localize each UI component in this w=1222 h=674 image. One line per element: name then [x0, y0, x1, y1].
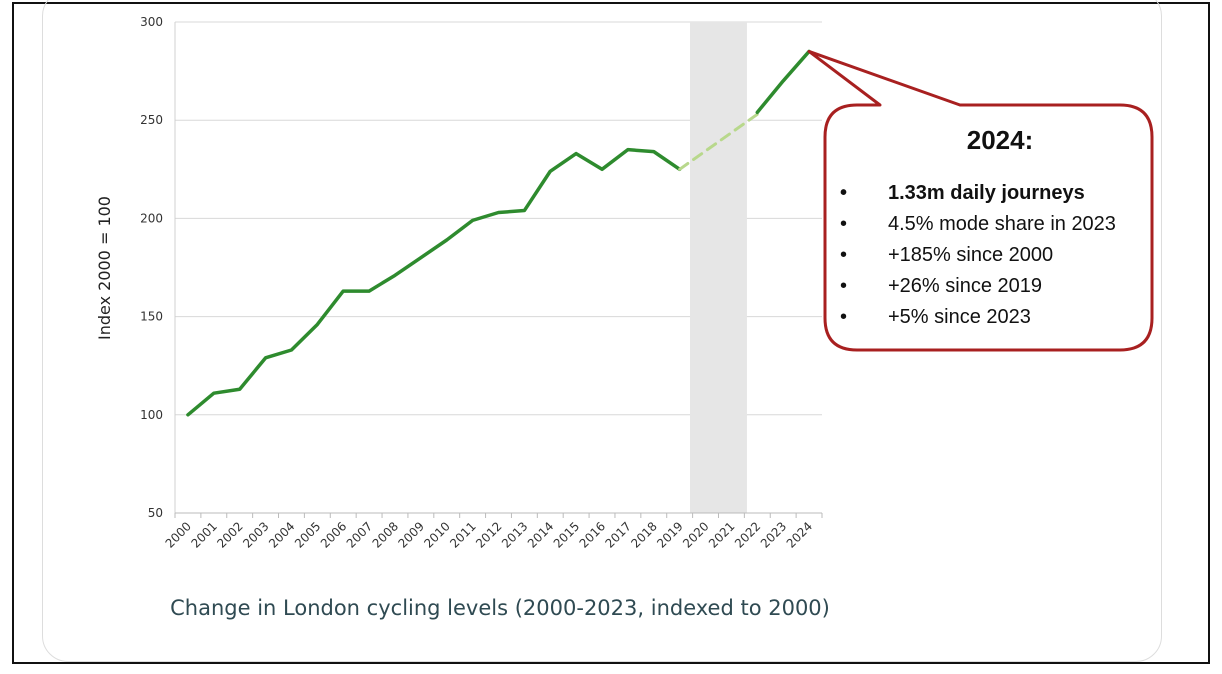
- callout-title: 2024:: [966, 125, 1034, 155]
- x-tick-label: 2019: [654, 519, 685, 550]
- x-tick-label: 2003: [240, 519, 271, 550]
- series-line-dashed: [678, 112, 759, 171]
- shaded-band: [690, 22, 747, 513]
- x-tick-label: 2012: [473, 519, 504, 550]
- callout-text: 2024: 1.33m daily journeys 4.5% mode sha…: [830, 125, 1150, 333]
- x-tick-label: 2021: [706, 519, 737, 550]
- x-tick-label: 2007: [344, 519, 375, 550]
- image-frame: [12, 2, 1210, 664]
- x-tick-label: 2015: [551, 519, 582, 550]
- x-tick-label: 2009: [395, 519, 426, 550]
- y-tick-label: 300: [140, 15, 163, 29]
- x-tick-label: 2010: [421, 519, 452, 550]
- series-line: [186, 147, 682, 417]
- callout-item: 1.33m daily journeys: [830, 178, 1150, 209]
- x-tick-label: 2001: [188, 519, 219, 550]
- x-tick-label: 2004: [266, 519, 297, 550]
- y-tick-label: 150: [140, 310, 163, 324]
- callout-list: 1.33m daily journeys 4.5% mode share in …: [830, 178, 1150, 333]
- x-tick-label: 2020: [680, 519, 711, 550]
- callout-item: 4.5% mode share in 2023: [830, 209, 1150, 240]
- x-tick-label: 2022: [732, 519, 763, 550]
- y-axis-label: Index 2000 = 100: [95, 196, 114, 340]
- x-tick-label: 2024: [784, 519, 815, 550]
- x-tick-label: 2005: [292, 519, 323, 550]
- series-lines: [186, 49, 811, 417]
- x-tick-label: 2018: [628, 519, 659, 550]
- x-tick-label: 2013: [499, 519, 530, 550]
- x-tick-label: 2000: [163, 519, 194, 550]
- callout-item: +185% since 2000: [830, 240, 1150, 271]
- x-tick-label: 2008: [370, 519, 401, 550]
- x-tick-label: 2006: [318, 519, 349, 550]
- series-line: [755, 49, 811, 115]
- callout-item: +26% since 2019: [830, 271, 1150, 302]
- y-tick-label: 250: [140, 113, 163, 127]
- x-tick-label: 2017: [603, 519, 634, 550]
- x-tick-label: 2023: [758, 519, 789, 550]
- shaded-period: [690, 22, 747, 513]
- x-tick-label: 2016: [577, 519, 608, 550]
- callout-item: +5% since 2023: [830, 302, 1150, 333]
- y-tick-label: 200: [140, 211, 163, 225]
- x-tick-label: 2014: [525, 519, 556, 550]
- x-tick-label: 2011: [447, 519, 478, 550]
- y-tick-label: 50: [148, 506, 163, 520]
- chart-card: [42, 0, 1162, 662]
- chart-title: Change in London cycling levels (2000-20…: [170, 596, 830, 620]
- x-tick-label: 2002: [214, 519, 245, 550]
- y-tick-label: 100: [140, 408, 163, 422]
